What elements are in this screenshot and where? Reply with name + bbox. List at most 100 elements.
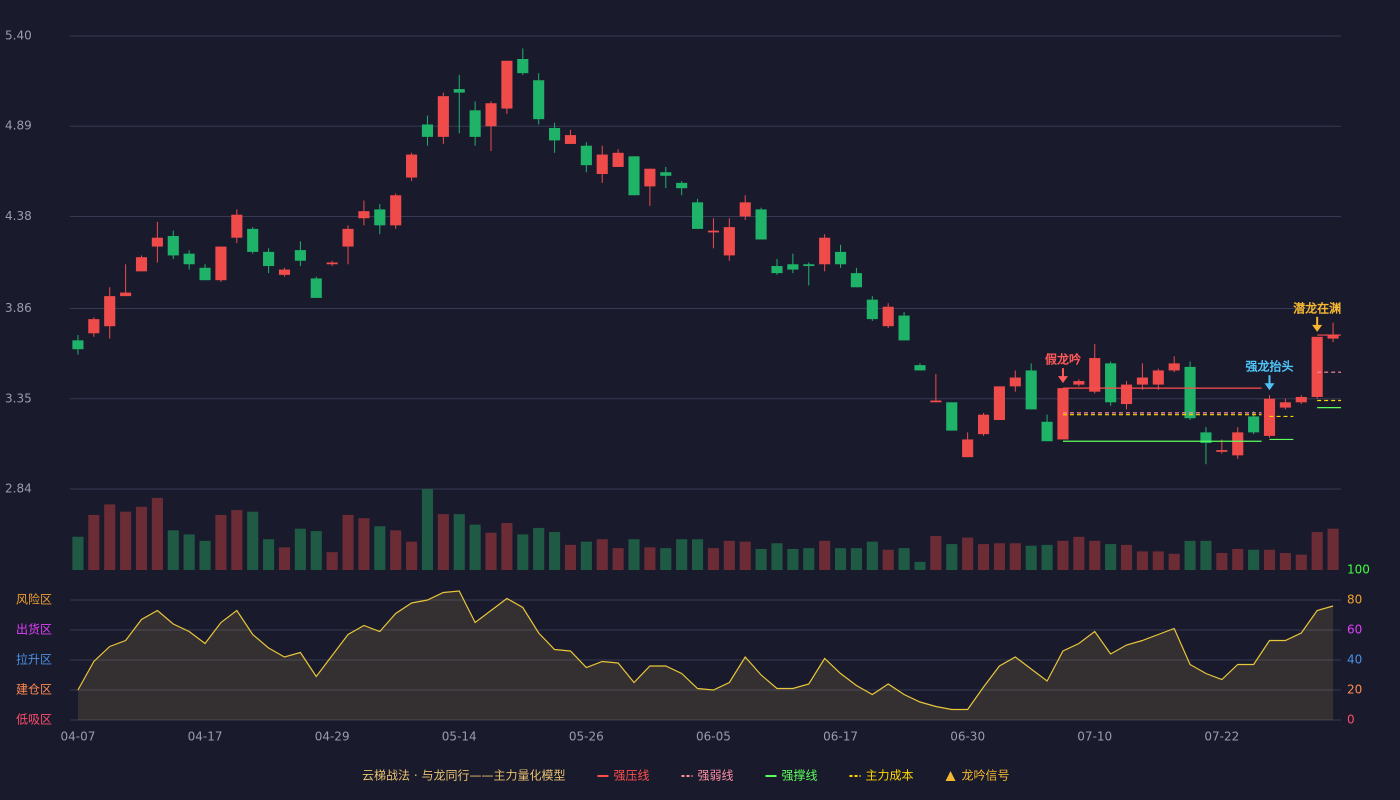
candle-body: [1184, 366, 1196, 419]
x-tick-label: 06-05: [696, 730, 731, 744]
x-tick-label: 07-10: [1077, 730, 1112, 744]
volume-bar: [803, 548, 815, 570]
volume-bar: [819, 540, 831, 570]
volume-bar: [1311, 531, 1323, 570]
volume-bar: [215, 514, 227, 570]
candle-body: [1168, 363, 1180, 371]
candle-body: [930, 400, 942, 403]
volume-bar: [739, 541, 751, 570]
x-tick-label: 04-07: [61, 730, 96, 744]
candle-body: [628, 156, 640, 196]
candle-body: [739, 202, 751, 217]
candle-body: [342, 228, 354, 247]
volume-bar: [1009, 543, 1021, 570]
zone-label: 出货区: [16, 622, 52, 637]
candle-body: [1216, 450, 1228, 452]
candle-body: [1025, 370, 1037, 410]
candle-body: [946, 402, 958, 431]
volume-bar: [549, 531, 561, 570]
legend-label: 龙吟信号: [962, 768, 1010, 783]
candle-body: [517, 59, 529, 74]
candle-body: [310, 278, 322, 298]
volume-bar: [310, 531, 322, 570]
candle-body: [962, 439, 974, 458]
volume-bar: [88, 514, 100, 570]
volume-bar: [1248, 549, 1260, 570]
candle-body: [1232, 432, 1244, 456]
y2-tick-label: 100: [1347, 563, 1370, 577]
candle-body: [1105, 363, 1117, 403]
candle-body: [263, 251, 275, 267]
volume-bar: [787, 548, 799, 570]
candle-body: [676, 182, 688, 189]
candle-body: [564, 135, 577, 144]
zone-label: 拉升区: [16, 652, 52, 667]
legend-label: 强撑线: [781, 768, 817, 783]
volume-bar: [1136, 551, 1148, 570]
indicator-line: [77, 590, 1334, 711]
candle-body: [72, 340, 84, 350]
candle-body: [866, 299, 878, 320]
candle-body: [691, 202, 704, 229]
volume-bar: [326, 552, 338, 570]
signal-label: 强龙抬头: [1245, 359, 1293, 374]
volume-bar: [1184, 540, 1196, 570]
candle-body: [1327, 335, 1339, 339]
candle-body: [644, 168, 656, 187]
candle-body: [1279, 402, 1291, 408]
candle-body: [183, 253, 195, 265]
volume-bar: [1057, 540, 1069, 570]
indicator-area: [77, 591, 1334, 720]
volume-bar: [342, 514, 354, 570]
volume-bar: [151, 497, 163, 570]
volume-bar: [1327, 528, 1339, 570]
y-tick-label: 2.84: [5, 482, 32, 496]
volume-bar: [882, 549, 894, 570]
candle-body: [390, 195, 402, 226]
volume-bar: [946, 544, 958, 570]
candle-body: [88, 319, 100, 334]
volume-bar: [898, 548, 910, 570]
volume-bar: [1168, 553, 1180, 570]
candle-body: [453, 89, 465, 93]
volume-bar: [691, 539, 704, 570]
candle-body: [326, 262, 338, 265]
candle-body: [215, 246, 227, 281]
signal-arrow-head: [1264, 383, 1275, 391]
volume-bar: [580, 541, 592, 570]
y2-tick-label: 40: [1347, 653, 1362, 667]
volume-bar: [374, 526, 386, 570]
candle-body: [231, 214, 243, 238]
x-tick-label: 05-14: [442, 730, 477, 744]
volume-bar: [1295, 554, 1307, 570]
y-tick-label: 4.89: [5, 119, 32, 133]
candle-body: [167, 235, 179, 256]
volume-bar: [660, 548, 672, 570]
candle-body: [1073, 381, 1085, 385]
y2-tick-label: 60: [1347, 623, 1362, 637]
candle-body: [1263, 398, 1276, 436]
candle-body: [580, 145, 592, 166]
y-tick-label: 3.86: [5, 301, 32, 315]
candle-body: [882, 306, 894, 327]
signal-label: 潜龙在渊: [1293, 300, 1341, 315]
volume-bar: [469, 524, 481, 570]
volume-bar: [135, 506, 148, 570]
candle-body: [421, 124, 434, 137]
volume-bar: [72, 536, 84, 570]
y-tick-label: 4.38: [5, 209, 32, 223]
y-tick-label: 3.35: [5, 391, 32, 405]
x-tick-label: 04-29: [315, 730, 350, 744]
candle-body: [549, 128, 561, 141]
volume-bar: [247, 511, 259, 570]
volume-bar: [453, 514, 465, 570]
zone-label: 风险区: [16, 592, 52, 607]
x-tick-label: 06-30: [950, 730, 985, 744]
candle-body: [1311, 336, 1323, 397]
candle-body: [755, 209, 767, 240]
signal-arrow-head: [1057, 376, 1068, 384]
candle-body: [707, 230, 720, 233]
volume-bar: [1073, 536, 1085, 570]
